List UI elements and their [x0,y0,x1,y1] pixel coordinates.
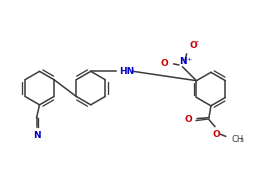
Text: N: N [33,131,41,140]
Text: O: O [160,60,168,68]
Text: HN: HN [119,67,135,76]
Text: 3: 3 [239,138,244,143]
Text: O: O [185,115,192,124]
Text: O: O [213,130,221,140]
Text: O: O [190,41,197,50]
Text: -: - [195,37,198,46]
Text: CH: CH [232,135,244,144]
Text: +: + [186,57,192,62]
Text: N: N [179,57,186,66]
